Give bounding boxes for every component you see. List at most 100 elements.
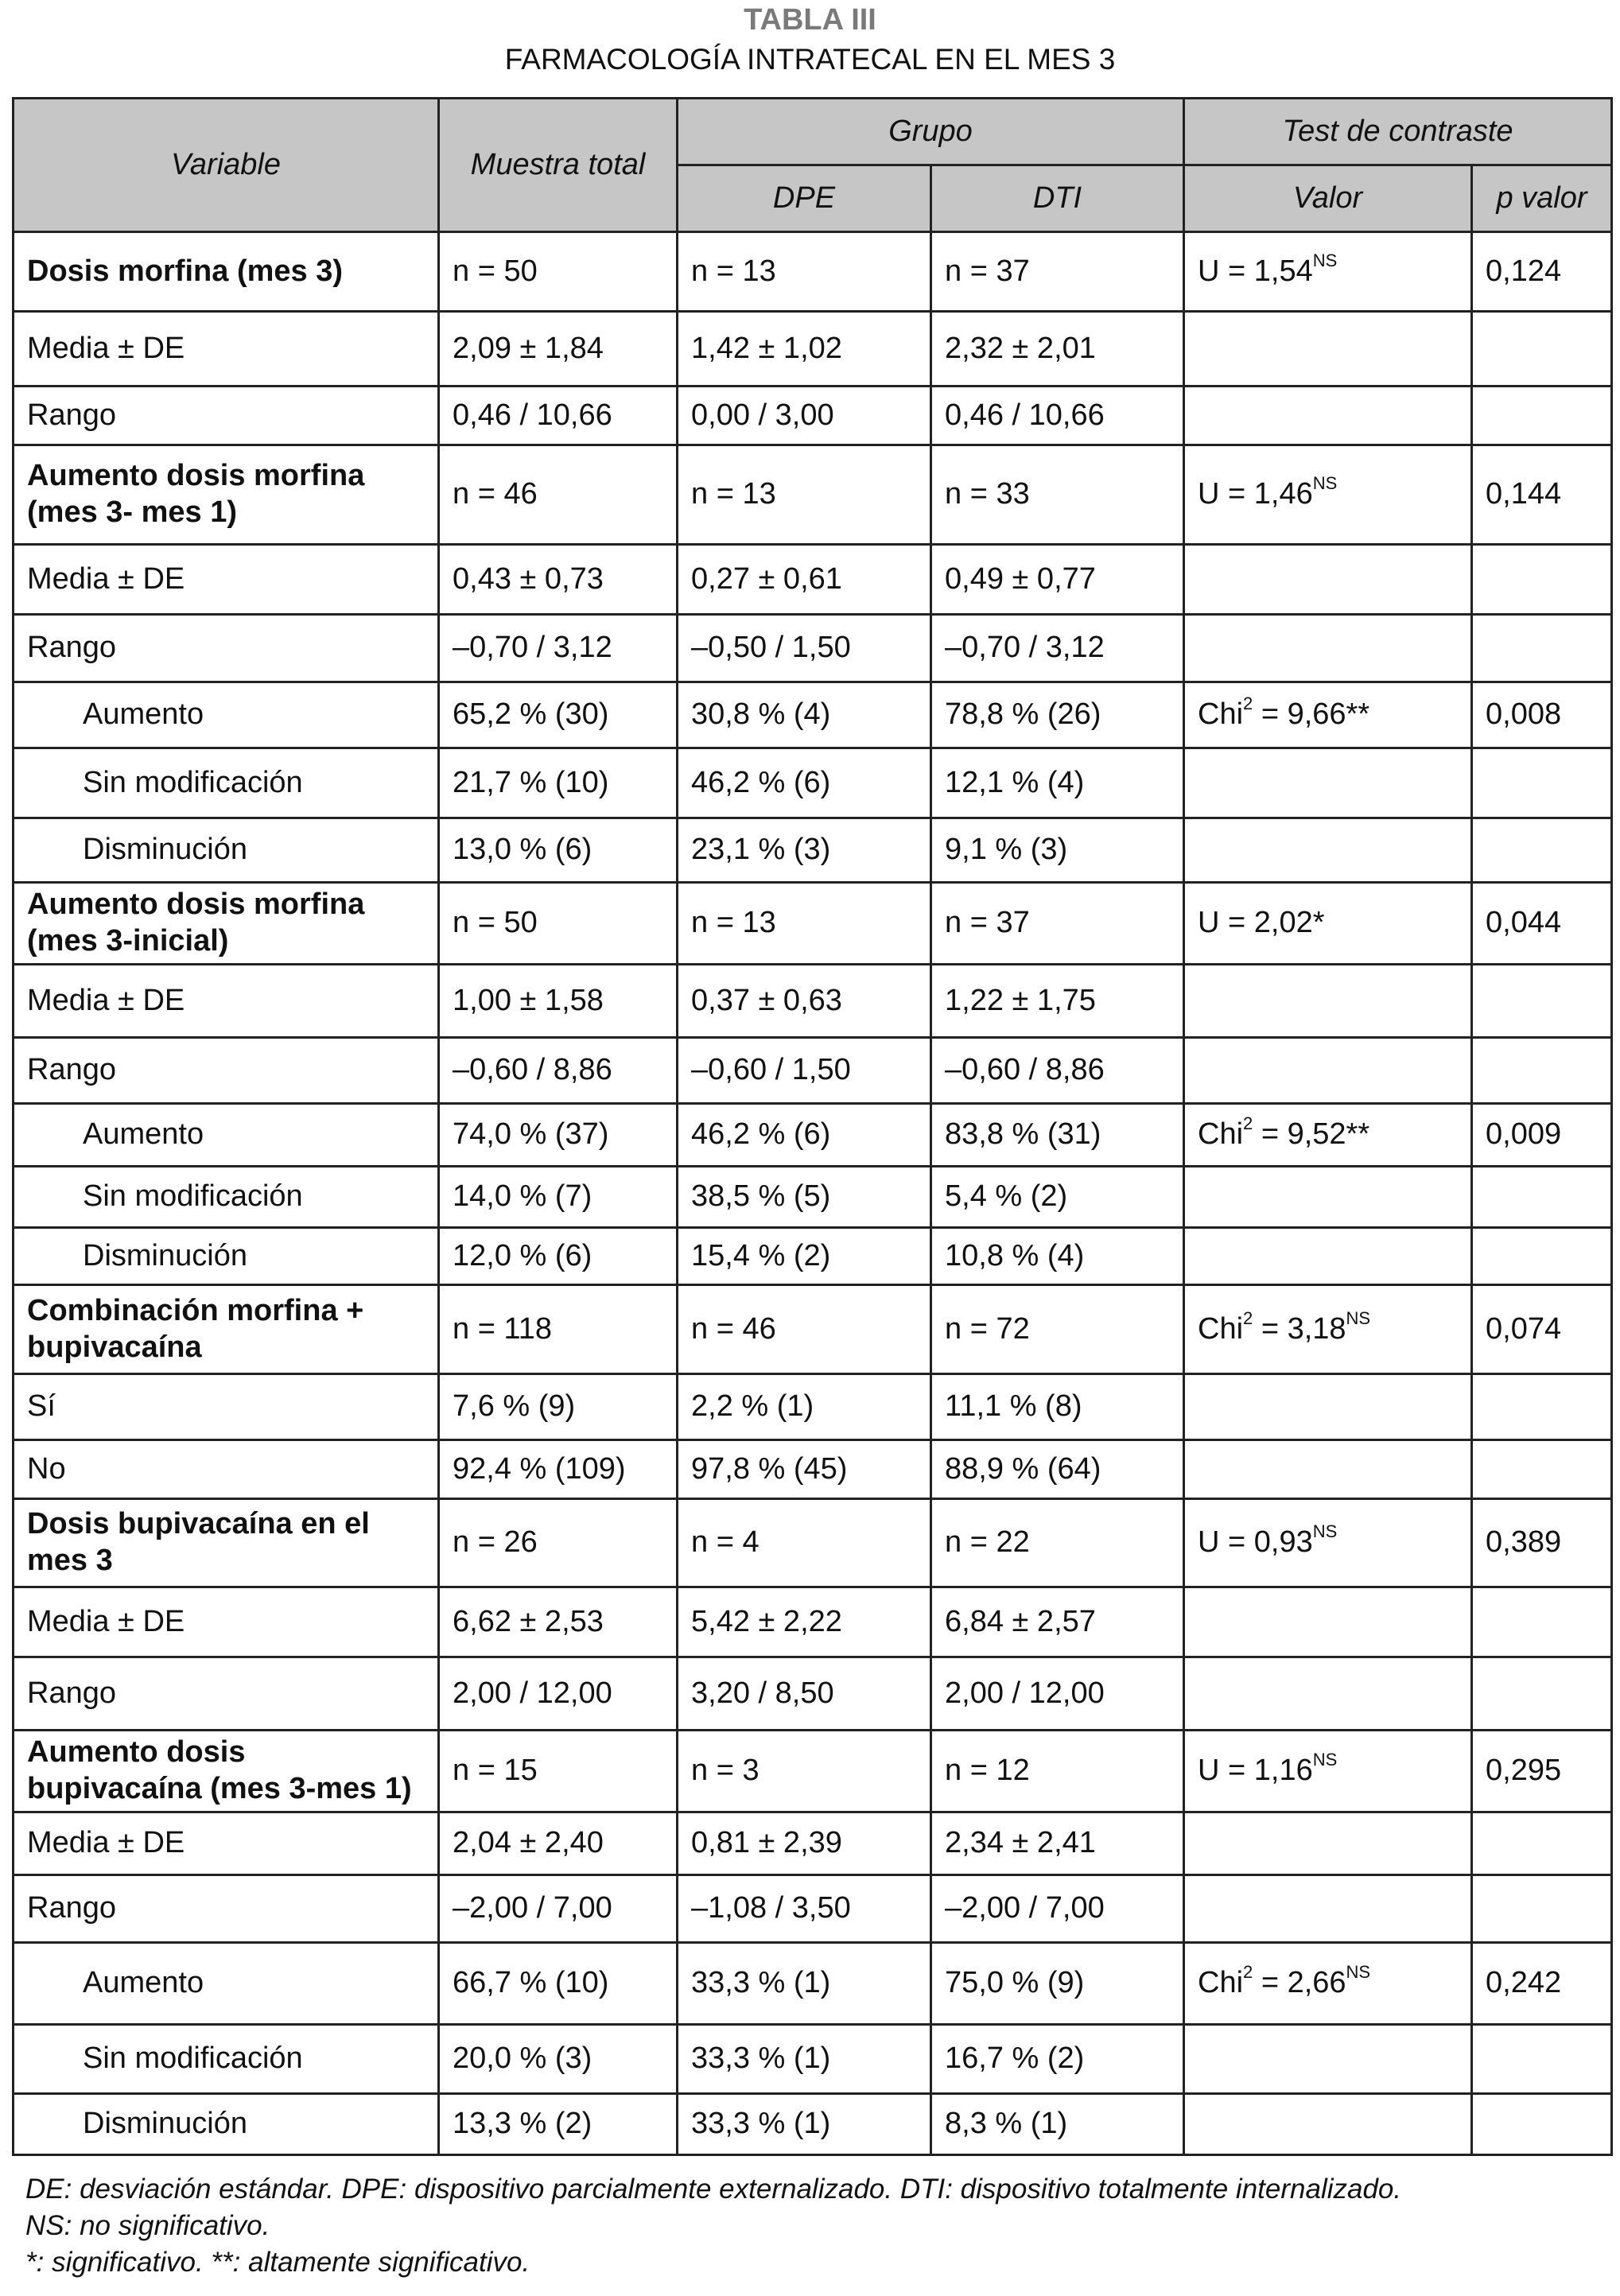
cell-dpe: 3,20 / 8,50	[676, 1656, 932, 1731]
cell-valor	[1183, 2023, 1473, 2095]
cell-muestra-total: 65,2 % (30)	[437, 681, 678, 749]
header-muestra-total: Muestra total	[437, 97, 678, 233]
valor-pre: U = 1,46	[1198, 477, 1313, 511]
cell-p-valor	[1470, 1586, 1614, 1658]
data-table: Variable Muestra total Grupo Test de con…	[12, 97, 1614, 2156]
cell-valor	[1183, 1373, 1473, 1441]
valor-pre: U = 1,16	[1198, 1754, 1313, 1788]
cell-valor	[1183, 385, 1473, 446]
cell-p-valor: 0,009	[1470, 1102, 1614, 1167]
cell-p-valor: 0,389	[1470, 1498, 1614, 1588]
valor-sup: 2	[1243, 1307, 1253, 1328]
table-row: Media ± DE 0,43 ± 0,73 0,27 ± 0,61 0,49 ± 0…	[12, 543, 1614, 616]
cell-variable: Dosis bupivacaína en el mes 3	[12, 1498, 440, 1588]
cell-muestra-total: 20,0 % (3)	[437, 2023, 678, 2095]
cell-dti: –0,60 / 8,86	[930, 1036, 1185, 1105]
cell-valor	[1183, 963, 1473, 1039]
cell-variable: Aumento	[12, 681, 440, 749]
cell-dti: 78,8 % (26)	[930, 681, 1185, 749]
cell-variable: Aumento dosis morfina (mes 3-inicial)	[12, 881, 440, 965]
cell-p-valor	[1470, 310, 1614, 387]
cell-muestra-total: 13,0 % (6)	[437, 817, 678, 884]
valor-sup: 2	[1243, 693, 1253, 714]
cell-muestra-total: 1,00 ± 1,58	[437, 963, 678, 1039]
cell-muestra-total: 21,7 % (10)	[437, 747, 678, 819]
cell-variable: Sin modificación	[12, 2023, 440, 2095]
cell-dpe: 46,2 % (6)	[676, 747, 932, 819]
cell-valor: Chi2 = 9,66**	[1183, 681, 1473, 749]
cell-dpe: 46,2 % (6)	[676, 1102, 932, 1167]
cell-dti: 2,00 / 12,00	[930, 1656, 1185, 1731]
cell-muestra-total: 6,62 ± 2,53	[437, 1586, 678, 1658]
cell-p-valor: 0,242	[1470, 1941, 1614, 2026]
table-row: Media ± DE 6,62 ± 2,53 5,42 ± 2,22 6,84 ± 2…	[12, 1586, 1614, 1658]
cell-dti: n = 12	[930, 1729, 1185, 1813]
cell-dti: 16,7 % (2)	[930, 2023, 1185, 2095]
valor-post: = 2,66	[1253, 1966, 1346, 2000]
cell-dpe: n = 3	[676, 1729, 932, 1813]
header-p-valor: p valor	[1470, 164, 1614, 233]
table-row: Rango –0,70 / 3,12 –0,50 / 1,50 –0,70 / 3,1…	[12, 613, 1614, 683]
cell-dti: 2,32 ± 2,01	[930, 310, 1185, 387]
table-row: No 92,4 % (109) 97,8 % (45) 88,9 % (64)	[12, 1439, 1614, 1500]
cell-dti: n = 37	[930, 881, 1185, 965]
table-row: Media ± DE 2,09 ± 1,84 1,42 ± 1,02 2,32 ± 2…	[12, 310, 1614, 387]
cell-dpe: 0,27 ± 0,61	[676, 543, 932, 616]
cell-dpe: 1,42 ± 1,02	[676, 310, 932, 387]
header-valor: Valor	[1183, 164, 1473, 233]
cell-dpe: –0,60 / 1,50	[676, 1036, 932, 1105]
cell-variable: Sí	[12, 1373, 440, 1441]
valor-pre: U = 2,02*	[1198, 906, 1325, 940]
footnote: DE: desviación estándar. DPE: dispositiv…	[25, 2174, 1402, 2205]
cell-muestra-total: 2,04 ± 2,40	[437, 1811, 678, 1876]
cell-valor	[1183, 543, 1473, 616]
cell-dpe: n = 13	[676, 444, 932, 546]
table-row: Sí 7,6 % (9) 2,2 % (1) 11,1 % (8)	[12, 1373, 1614, 1441]
cell-variable: Aumento	[12, 1102, 440, 1167]
table-row: Dosis morfina (mes 3) n = 50 n = 13 n = 37 U…	[12, 231, 1614, 313]
cell-p-valor	[1470, 2023, 1614, 2095]
cell-muestra-total: n = 50	[437, 881, 678, 965]
cell-dpe: n = 4	[676, 1498, 932, 1588]
cell-p-valor	[1470, 1811, 1614, 1876]
table-row: Disminución 12,0 % (6) 15,4 % (2) 10,8 % (4…	[12, 1226, 1614, 1286]
cell-p-valor: 0,008	[1470, 681, 1614, 749]
cell-valor	[1183, 1874, 1473, 1944]
cell-muestra-total: 0,46 / 10,66	[437, 385, 678, 446]
valor-sup2: NS	[1346, 1962, 1371, 1983]
cell-dpe: n = 13	[676, 231, 932, 313]
cell-dti: 8,3 % (1)	[930, 2092, 1185, 2156]
cell-valor	[1183, 1656, 1473, 1731]
cell-variable: Media ± DE	[12, 963, 440, 1039]
cell-dti: 6,84 ± 2,57	[930, 1586, 1185, 1658]
cell-variable: Aumento	[12, 1941, 440, 2026]
table-row: Media ± DE 1,00 ± 1,58 0,37 ± 0,63 1,22 ± 1…	[12, 963, 1614, 1039]
header-grupo: Grupo	[676, 97, 1185, 166]
cell-p-valor: 0,074	[1470, 1284, 1614, 1375]
cell-valor	[1183, 1586, 1473, 1658]
table-title: TABLA III	[744, 3, 876, 37]
valor-sup2: NS	[1346, 1307, 1371, 1328]
cell-variable: Rango	[12, 385, 440, 446]
valor-post: = 9,66**	[1253, 697, 1370, 732]
cell-variable: Media ± DE	[12, 543, 440, 616]
cell-dpe: n = 13	[676, 881, 932, 965]
header-dti: DTI	[930, 164, 1185, 233]
cell-valor: U = 1,16NS	[1183, 1729, 1473, 1813]
cell-valor: U = 1,46NS	[1183, 444, 1473, 546]
table-row: Aumento 74,0 % (37) 46,2 % (6) 83,8 % (31) C…	[12, 1102, 1614, 1167]
cell-p-valor	[1470, 1036, 1614, 1105]
cell-p-valor: 0,044	[1470, 881, 1614, 965]
cell-muestra-total: 0,43 ± 0,73	[437, 543, 678, 616]
cell-dti: 5,4 % (2)	[930, 1165, 1185, 1229]
cell-valor: Chi2 = 9,52**	[1183, 1102, 1473, 1167]
cell-p-valor	[1470, 1656, 1614, 1731]
valor-pre: U = 1,54	[1198, 254, 1313, 288]
cell-dti: n = 37	[930, 231, 1185, 313]
valor-pre: U = 0,93	[1198, 1525, 1313, 1560]
cell-p-valor	[1470, 2092, 1614, 2156]
cell-variable: Aumento dosis morfina (mes 3- mes 1)	[12, 444, 440, 546]
cell-p-valor	[1470, 747, 1614, 819]
valor-sup: NS	[1312, 1750, 1338, 1770]
cell-dpe: –1,08 / 3,50	[676, 1874, 932, 1944]
